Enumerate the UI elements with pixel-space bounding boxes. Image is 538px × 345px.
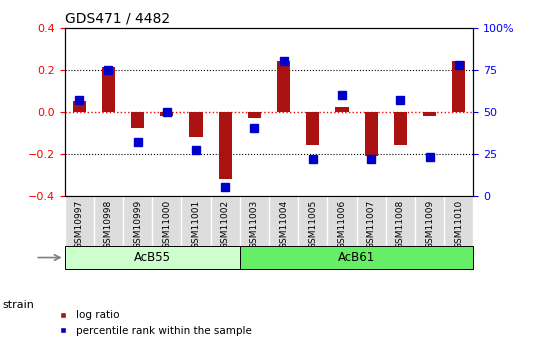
Text: AcB55: AcB55 xyxy=(133,251,171,264)
Legend: log ratio, percentile rank within the sample: log ratio, percentile rank within the sa… xyxy=(48,306,257,340)
Bar xyxy=(452,61,465,111)
Bar xyxy=(218,111,232,179)
Text: GSM11010: GSM11010 xyxy=(454,200,463,249)
Text: GSM11003: GSM11003 xyxy=(250,200,259,249)
Bar xyxy=(189,111,202,137)
Bar xyxy=(365,111,378,156)
Text: GSM11001: GSM11001 xyxy=(192,200,201,249)
Bar xyxy=(248,111,261,118)
Text: AcB61: AcB61 xyxy=(338,251,375,264)
Bar xyxy=(102,68,115,111)
Text: GSM10997: GSM10997 xyxy=(75,200,84,249)
Text: GSM11000: GSM11000 xyxy=(162,200,171,249)
Text: GDS471 / 4482: GDS471 / 4482 xyxy=(65,11,169,25)
Bar xyxy=(306,111,320,145)
Bar xyxy=(131,111,144,128)
Text: GSM11007: GSM11007 xyxy=(367,200,376,249)
Bar xyxy=(73,101,86,111)
Bar xyxy=(160,111,173,116)
Bar xyxy=(394,111,407,145)
Text: GSM11009: GSM11009 xyxy=(425,200,434,249)
Bar xyxy=(240,246,473,269)
Text: GSM10999: GSM10999 xyxy=(133,200,142,249)
Text: GSM11005: GSM11005 xyxy=(308,200,317,249)
Bar xyxy=(65,246,240,269)
Text: strain: strain xyxy=(3,300,34,310)
Bar xyxy=(277,61,290,111)
Text: GSM11002: GSM11002 xyxy=(221,200,230,249)
Text: GSM11006: GSM11006 xyxy=(337,200,346,249)
Bar xyxy=(423,111,436,116)
Text: GSM11008: GSM11008 xyxy=(396,200,405,249)
Bar xyxy=(336,107,349,111)
Text: GSM10998: GSM10998 xyxy=(104,200,113,249)
Text: GSM11004: GSM11004 xyxy=(279,200,288,249)
